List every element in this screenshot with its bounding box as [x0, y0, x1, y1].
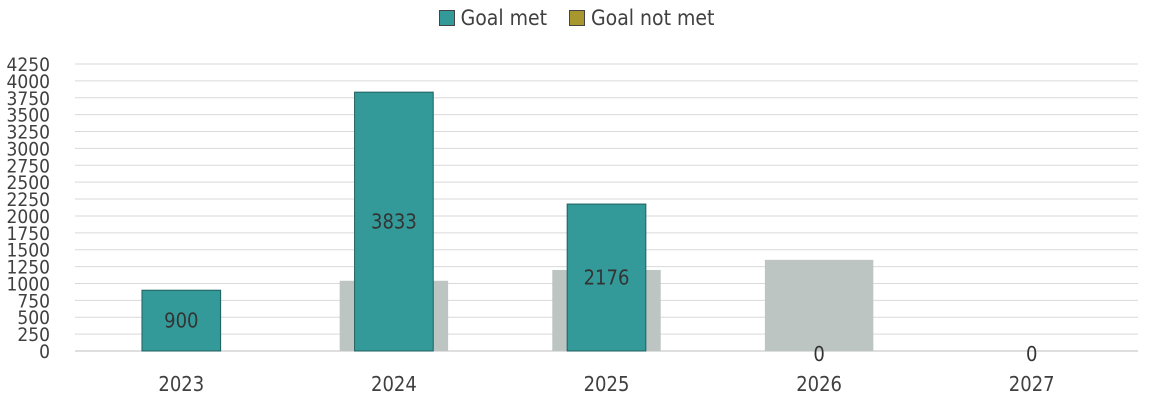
y-tick-label: 2750 — [7, 155, 51, 177]
y-tick-label: 1750 — [7, 223, 51, 245]
y-tick-label: 2000 — [7, 206, 51, 228]
y-tick-label: 500 — [17, 307, 50, 329]
y-tick-label: 3250 — [7, 122, 51, 144]
legend-label-goal-met: Goal met — [460, 6, 548, 30]
legend-item-goal-met[interactable]: Goal met — [438, 6, 548, 30]
x-tick-label: 2026 — [796, 372, 842, 396]
data-label: 0 — [813, 342, 824, 366]
data-label: 2176 — [584, 266, 630, 290]
bar-goal-met — [566, 203, 647, 352]
legend-swatch-goal-not-met — [569, 10, 586, 26]
chart-legend: Goal met Goal not met — [0, 6, 1153, 30]
x-tick-label: 2027 — [1009, 372, 1055, 396]
background-bar — [764, 259, 874, 351]
x-tick-label: 2025 — [584, 372, 630, 396]
y-tick-label: 2250 — [7, 189, 51, 211]
x-tick-label: 2024 — [371, 372, 417, 396]
y-tick-label: 2500 — [7, 172, 51, 194]
legend-label-goal-not-met: Goal not met — [591, 6, 715, 30]
data-label: 0 — [1026, 342, 1037, 366]
data-label: 900 — [164, 309, 198, 333]
y-tick-label: 1250 — [7, 257, 51, 279]
x-tick-label: 2023 — [158, 372, 204, 396]
data-label: 3833 — [371, 210, 417, 234]
y-tick-label: 3750 — [7, 88, 51, 110]
y-tick-label: 3500 — [7, 105, 51, 127]
legend-swatch-goal-met — [438, 10, 455, 26]
bar-goal-met — [354, 91, 434, 352]
y-tick-label: 3000 — [7, 138, 51, 160]
y-tick-label: 1000 — [7, 273, 51, 295]
y-tick-label: 4000 — [7, 71, 51, 93]
y-tick-label: 1500 — [7, 240, 51, 262]
y-tick-label: 750 — [17, 290, 50, 312]
y-tick-label: 250 — [17, 324, 50, 346]
legend-item-goal-not-met[interactable]: Goal not met — [569, 6, 714, 30]
y-tick-label: 4250 — [7, 54, 51, 76]
y-tick-label: 0 — [39, 341, 50, 363]
bar-goal-met — [141, 289, 222, 352]
